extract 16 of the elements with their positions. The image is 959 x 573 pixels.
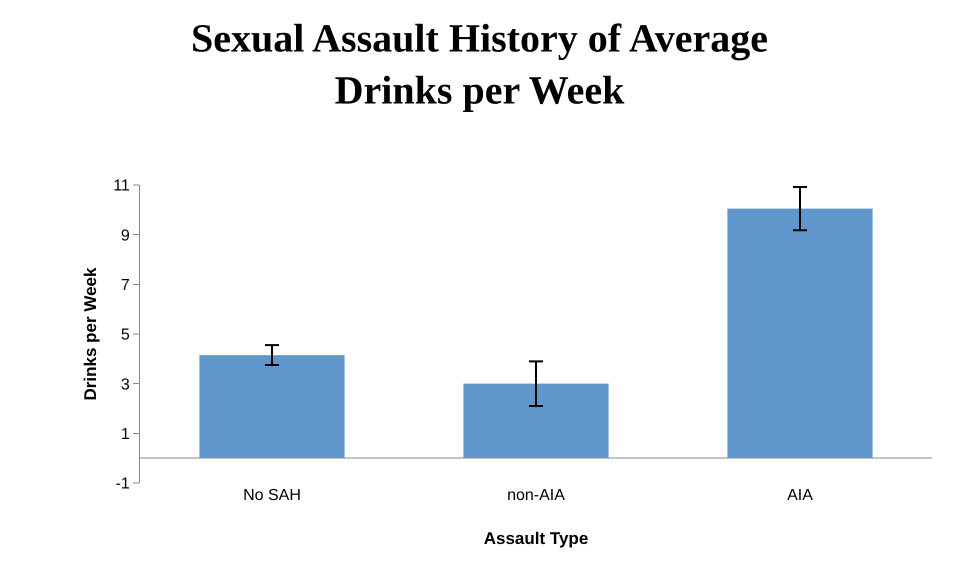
y-tick-label: 1 [120, 426, 130, 443]
bar [199, 355, 345, 458]
bar [463, 384, 609, 458]
y-tick-label: 7 [120, 276, 130, 294]
y-axis-title: Drinks per Week [81, 267, 100, 400]
y-tick-label: 5 [120, 326, 130, 344]
y-tick-label: 11 [113, 178, 130, 195]
x-axis-title: Assault Type [484, 529, 588, 548]
y-tick-label: -1 [116, 476, 130, 493]
x-tick-label: No SAH [243, 487, 301, 504]
x-tick-label: non-AIA [507, 487, 566, 504]
y-tick-label: 3 [120, 376, 130, 394]
x-tick-label: AIA [787, 487, 814, 504]
chart-title: Sexual Assault History of Average Drinks per Week [190, 16, 768, 113]
bar [727, 208, 873, 458]
y-tick-label: 9 [120, 227, 130, 244]
